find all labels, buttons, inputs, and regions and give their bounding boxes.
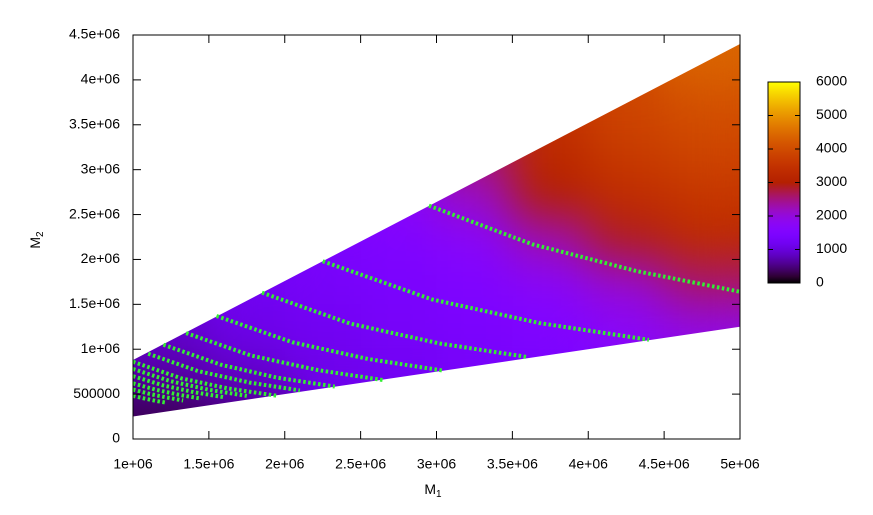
x-tick-label: 4e+06	[569, 456, 609, 472]
colorbar-tick-label: 1000	[816, 240, 847, 256]
colorbar-tick-label: 4000	[816, 140, 847, 156]
heatmap-cell	[664, 43, 740, 81]
heatmap-cell	[284, 304, 362, 350]
heatmap-cell	[284, 259, 362, 305]
y-tick-label: 4.5e+06	[69, 26, 120, 42]
x-tick-label: 2e+06	[265, 456, 305, 472]
x-tick-label: 4.5e+06	[639, 456, 690, 472]
y-tick-label: 1e+06	[81, 340, 121, 356]
heatmap-cell	[360, 259, 437, 305]
y-tick-label: 3e+06	[81, 160, 121, 176]
heatmap-cell	[284, 214, 362, 260]
point-curve	[132, 393, 167, 405]
x-axis-label-sub: 1	[436, 489, 442, 500]
point-curve	[261, 290, 528, 360]
x-tick-label: 2.5e+06	[335, 456, 386, 472]
point-curve	[132, 359, 278, 398]
heatmap-cell	[664, 259, 740, 305]
heatmap-clip	[133, 43, 740, 417]
heatmap-cell	[512, 79, 589, 126]
y-tick-label: 0	[112, 430, 120, 446]
y-axis-label: M2	[27, 231, 46, 249]
heatmap-cell	[588, 124, 665, 171]
heatmap	[133, 43, 740, 417]
heatmap-cell	[588, 169, 665, 216]
heatmap-cell	[360, 214, 437, 260]
y-axis-label-main: M	[27, 237, 43, 249]
colorbar-tick-label: 6000	[816, 73, 847, 89]
y-tick-label: 500000	[73, 385, 120, 401]
x-axis-label: M1	[424, 481, 442, 500]
point-curve	[162, 342, 336, 389]
heatmap-cell	[436, 169, 513, 216]
x-axis-label-main: M	[424, 481, 436, 497]
heatmap-cell	[588, 259, 665, 305]
heatmap-cell	[436, 349, 513, 395]
x-tick-label: 1.5e+06	[183, 456, 234, 472]
heatmap-cell	[208, 394, 286, 417]
heatmap-cell	[588, 79, 665, 126]
heatmap-cell	[360, 349, 437, 395]
heatmap-cell	[512, 259, 589, 305]
point-curve	[147, 351, 301, 393]
point-curve	[185, 331, 384, 383]
point-curve	[322, 259, 650, 342]
colorbar	[768, 82, 800, 283]
heatmap-cell	[664, 304, 740, 350]
heatmap-cell	[588, 304, 665, 350]
heatmap-cell	[512, 304, 589, 350]
heatmap-cell	[436, 214, 513, 260]
colorbar-tick-label: 0	[816, 274, 824, 290]
heatmap-cell	[664, 169, 740, 216]
point-curve	[132, 374, 225, 400]
point-curve	[428, 203, 741, 294]
point-curve	[132, 381, 202, 401]
heatmap-cell	[436, 124, 513, 171]
x-tick-label: 3.5e+06	[487, 456, 538, 472]
heatmap-cell	[133, 394, 210, 417]
y-tick-label: 2e+06	[81, 250, 121, 266]
heatmap-cell	[588, 214, 665, 260]
heatmap-cell	[436, 304, 513, 350]
heatmap-cell	[512, 214, 589, 260]
heatmap-cell	[664, 214, 740, 260]
heatmap-cell	[360, 169, 437, 216]
heatmap-cell	[664, 79, 740, 126]
x-tick-label: 1e+06	[113, 456, 153, 472]
x-tick-label: 5e+06	[720, 456, 760, 472]
colorbar-tick-label: 2000	[816, 207, 847, 223]
y-tick-label: 1.5e+06	[69, 295, 120, 311]
heatmap-cell	[512, 124, 589, 171]
point-curve	[132, 387, 184, 403]
colorbar-tick-label: 3000	[816, 173, 847, 189]
point-curve	[215, 314, 445, 373]
heatmap-cell	[133, 304, 210, 350]
y-tick-label: 3.5e+06	[69, 115, 120, 131]
colorbar-tick-label: 5000	[816, 106, 847, 122]
y-tick-label: 4e+06	[81, 71, 121, 87]
y-axis-label-sub: 2	[35, 231, 46, 237]
x-tick-label: 3e+06	[417, 456, 457, 472]
point-series	[132, 203, 741, 405]
heatmap-cell	[512, 169, 589, 216]
heatmap-cell	[664, 124, 740, 171]
heatmap-cell	[208, 259, 286, 305]
heatmap-cell	[436, 259, 513, 305]
y-tick-label: 2.5e+06	[69, 205, 120, 221]
